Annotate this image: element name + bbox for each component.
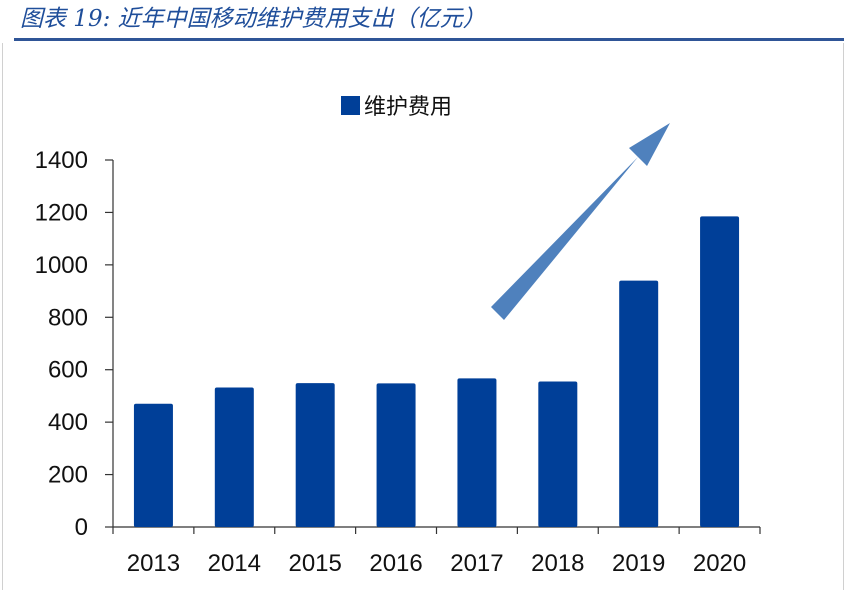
y-tick-label: 0 [75,514,88,541]
y-tick-label: 1400 [35,147,88,174]
bar-2020 [700,216,740,527]
bar-series [133,216,740,527]
bar-2017 [457,378,497,527]
bar-2016 [376,383,416,527]
y-tick-label: 1000 [35,252,88,279]
y-tick-label: 600 [48,357,88,384]
bar-2018 [538,381,578,527]
y-axis: 0 200 400 600 800 1000 1200 1400 [35,147,114,541]
x-tick-label: 2020 [693,550,746,577]
x-tick-label: 2015 [288,550,341,577]
caption-rule [14,38,844,41]
bar-2014 [214,387,254,527]
x-tick-label: 2019 [612,550,665,577]
chart-panel [2,43,844,590]
y-tick-label: 1200 [35,199,88,226]
x-tick-label: 2017 [450,550,503,577]
figure-caption: 图表 19: 近年中国移动维护费用支出（亿元） [20,6,486,32]
trend-arrow [491,123,670,320]
legend-swatch [341,96,360,115]
bar-2015 [295,383,335,527]
chart-legend: 维护费用 [341,95,452,120]
y-tick-label: 800 [48,304,88,331]
x-tick-labels: 2013 2014 2015 2016 2017 2018 2019 2020 [127,550,747,577]
x-tick-label: 2014 [208,550,261,577]
y-tick-label: 400 [48,409,88,436]
x-tick-label: 2018 [531,550,584,577]
x-tick-label: 2013 [127,550,180,577]
bar-2019 [619,280,659,527]
y-tick-label: 200 [48,462,88,489]
bar-2013 [133,403,173,527]
x-axis [112,526,761,534]
x-tick-label: 2016 [369,550,422,577]
legend-label: 维护费用 [364,95,452,120]
